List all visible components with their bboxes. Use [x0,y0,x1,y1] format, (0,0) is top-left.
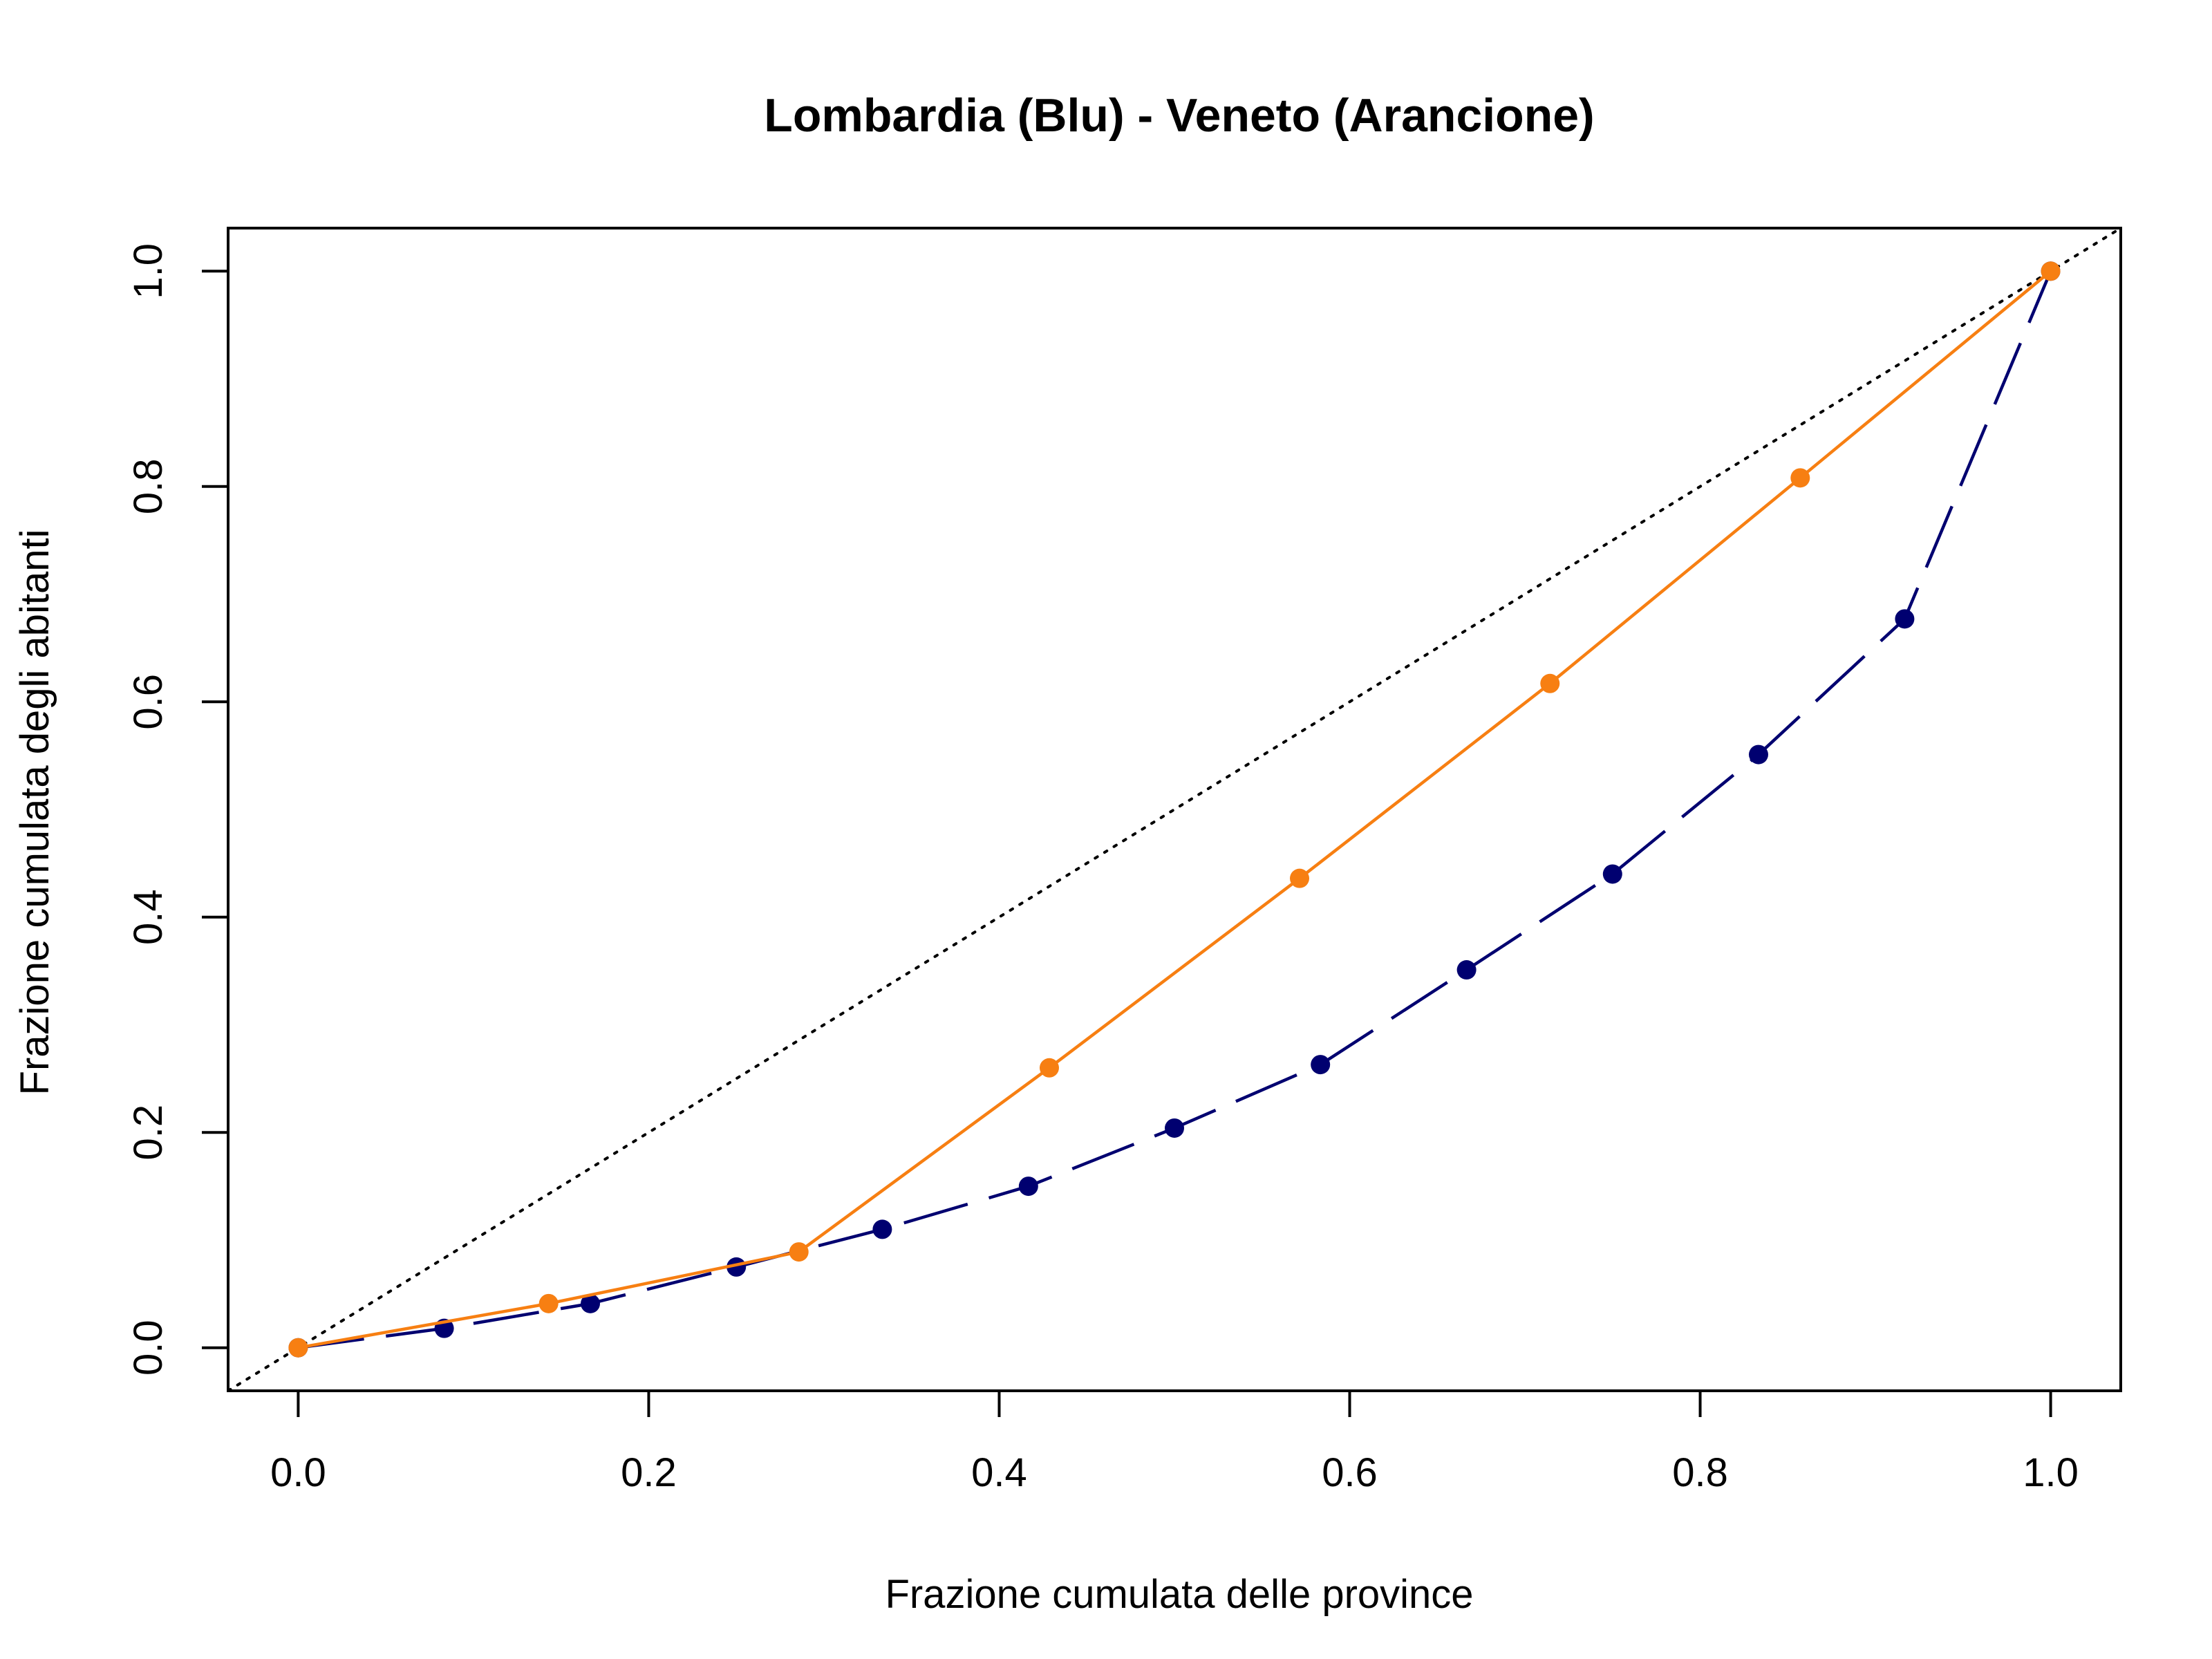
y-tick-label: 0.8 [126,458,171,514]
x-tick-label: 0.0 [270,1450,326,1495]
x-tick-label: 0.8 [1672,1450,1728,1495]
series-1-point [538,1293,559,1313]
plot-frame [227,227,2122,1392]
equality-reference-line [228,228,2121,1391]
series-0-point [872,1219,892,1239]
series-0-point [1456,960,1477,980]
series-1-point [1039,1058,1059,1078]
chart-title: Lombardia (Blu) - Veneto (Arancione) [764,89,1594,142]
series-0-point [581,1293,601,1313]
y-axis-label: Frazione cumulata degli abitanti [12,529,57,1096]
y-tick-label: 0.6 [126,674,171,730]
series-1-point [1540,673,1560,693]
series-0-point [1748,744,1768,765]
series-1-line [298,270,2052,1349]
y-tick-label: 0.4 [126,889,171,945]
series-0-point [1895,609,1915,629]
x-tick-label: 1.0 [2023,1450,2079,1495]
series-0-point [1311,1055,1331,1075]
series-1-point [789,1242,809,1262]
series-0-point [1602,864,1622,884]
x-tick-label: 0.2 [621,1450,677,1495]
series-0-point [727,1257,747,1277]
series-1-point [288,1338,308,1358]
series-1-point [2041,261,2061,281]
series-1-point [1790,468,1810,488]
series-0-point [1018,1177,1038,1197]
x-tick-label: 0.4 [971,1450,1027,1495]
y-tick-label: 0.2 [126,1105,171,1161]
series-0-point [1165,1118,1184,1138]
series-1-point [1290,868,1310,888]
y-tick-label: 1.0 [126,243,171,299]
x-axis-label: Frazione cumulata delle province [885,1572,1473,1617]
plot-area: 0.0 0.2 0.4 0.6 0.8 1.0 0.0 0.2 0.4 0.6 0.8 1.0 [126,227,2122,1495]
y-tick-label: 0.0 [126,1320,171,1376]
x-tick-label: 0.6 [1322,1450,1378,1495]
